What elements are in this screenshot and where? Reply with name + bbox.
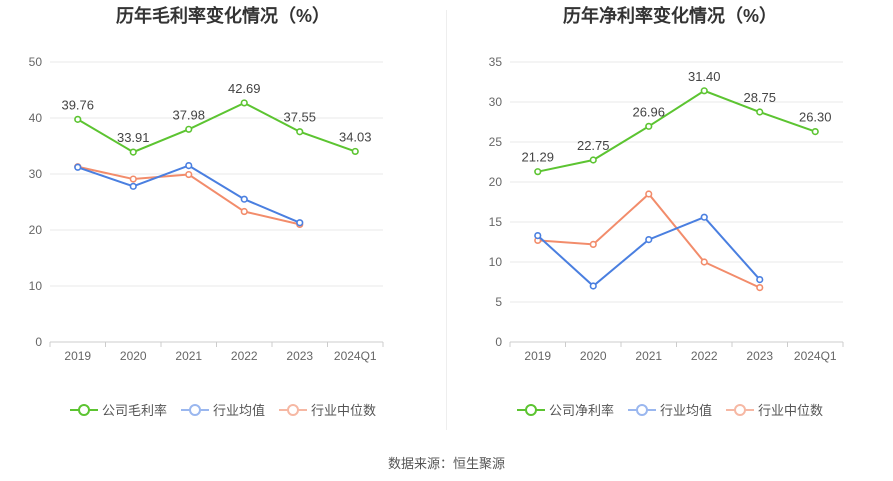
y-tick-label: 20	[29, 223, 43, 237]
x-tick-label: 2019	[64, 349, 91, 363]
series-line	[537, 216, 761, 288]
legend-label: 公司毛利率	[101, 403, 167, 418]
legend-item-company[interactable]: 公司净利率	[516, 400, 614, 419]
x-tick-label: 2020	[120, 349, 147, 363]
data-point	[589, 282, 597, 290]
chart-legend: 公司净利率 行业均值 行业中位数	[447, 400, 893, 419]
x-tick-label: 2020	[580, 349, 607, 363]
legend-swatch-icon	[627, 403, 656, 416]
series-line	[537, 89, 816, 173]
data-point	[756, 108, 764, 116]
data-label: 26.30	[799, 110, 832, 125]
legend-swatch-icon	[726, 403, 754, 416]
y-tick-label: 35	[489, 55, 503, 69]
x-tick-label: 2023	[746, 349, 773, 363]
data-point	[185, 162, 193, 170]
data-point	[645, 190, 653, 198]
chart-legend: 公司毛利率 行业均值 行业中位数	[0, 400, 446, 419]
x-tick-label: 2024Q1	[794, 349, 837, 363]
data-point	[185, 170, 193, 179]
data-point	[645, 122, 653, 130]
data-label: 34.03	[339, 129, 372, 144]
data-point	[756, 276, 764, 284]
y-tick-label: 0	[35, 335, 42, 349]
data-label: 22.75	[577, 138, 610, 153]
y-tick-label: 10	[489, 255, 503, 269]
legend-label: 行业均值	[212, 403, 265, 418]
legend-label: 行业均值	[659, 403, 712, 418]
y-tick-label: 15	[489, 215, 503, 229]
legend-label: 行业中位数	[311, 403, 377, 418]
legend-swatch-icon	[516, 403, 545, 416]
gross-margin-chart: 历年毛利率变化情况（%） 0 10 20 30 40 50 2019 2020 2021 2022…	[0, 0, 446, 440]
data-point	[700, 87, 708, 95]
data-point	[185, 125, 193, 133]
y-tick-label: 0	[495, 335, 502, 349]
legend-item-industry-mean[interactable]: 行业均值	[180, 400, 265, 419]
x-tick-label: 2023	[286, 349, 313, 363]
data-point	[129, 148, 137, 156]
data-point	[811, 128, 819, 136]
data-point	[534, 168, 542, 176]
x-tick-label: 2024Q1	[334, 349, 377, 363]
data-point	[589, 156, 597, 164]
data-label: 21.29	[521, 150, 554, 165]
series-line	[77, 101, 356, 154]
gross-margin-plot: 0 10 20 30 40 50 2019 2020 2021 2022 2023 2024Q1 39.…	[29, 55, 384, 363]
legend-swatch-icon	[69, 403, 98, 416]
legend-item-industry-mean[interactable]: 行业均值	[627, 400, 712, 419]
legend-item-company[interactable]: 公司毛利率	[69, 400, 167, 419]
data-point	[240, 207, 248, 216]
data-point	[74, 163, 82, 171]
data-point	[534, 232, 542, 240]
legend-swatch-icon	[180, 403, 209, 416]
y-tick-label: 20	[489, 175, 503, 189]
legend-label: 公司净利率	[548, 403, 614, 418]
data-label: 26.96	[632, 104, 665, 119]
y-tick-label: 50	[29, 55, 43, 69]
data-point	[589, 240, 597, 248]
x-tick-label: 2021	[175, 349, 202, 363]
data-point	[351, 147, 359, 156]
data-point	[129, 175, 137, 183]
y-tick-label: 25	[489, 135, 503, 149]
data-point	[296, 219, 304, 227]
data-source-note: 数据来源：恒生聚源	[387, 456, 505, 471]
data-label: 37.98	[172, 107, 205, 122]
data-label: 33.91	[117, 130, 150, 145]
x-tick-label: 2019	[524, 349, 551, 363]
legend-label: 行业中位数	[758, 403, 824, 418]
y-tick-label: 40	[29, 111, 43, 125]
data-point	[240, 195, 248, 203]
data-label: 31.40	[688, 69, 721, 84]
chart-title: 历年毛利率变化情况（%）	[115, 6, 330, 26]
chart-title: 历年净利率变化情况（%）	[562, 6, 777, 26]
data-point	[700, 258, 708, 266]
data-label: 39.76	[61, 97, 94, 112]
data-point	[129, 182, 137, 190]
x-tick-label: 2022	[231, 349, 258, 363]
data-point	[240, 99, 248, 107]
data-point	[645, 236, 653, 244]
legend-swatch-icon	[279, 403, 307, 416]
data-label: 42.69	[228, 81, 261, 96]
legend-item-industry-median[interactable]: 行业中位数	[726, 400, 823, 419]
data-point	[700, 213, 708, 221]
panel-divider	[446, 10, 447, 430]
data-point	[296, 128, 304, 136]
y-tick-label: 30	[489, 95, 503, 109]
x-tick-label: 2022	[691, 349, 718, 363]
legend-item-industry-median[interactable]: 行业中位数	[279, 400, 376, 419]
y-tick-label: 30	[29, 167, 43, 181]
x-tick-label: 2021	[635, 349, 662, 363]
net-margin-chart: 历年净利率变化情况（%） 0 5 10 15 20 25 30 35 2019 2020 2021 2…	[447, 0, 893, 440]
y-tick-label: 10	[29, 279, 43, 293]
y-tick-label: 5	[495, 295, 502, 309]
data-point	[74, 115, 82, 123]
data-point	[756, 284, 764, 292]
net-margin-plot: 0 5 10 15 20 25 30 35 2019 2020 2021 2022 2023 2024Q1…	[489, 55, 844, 363]
data-label: 37.55	[283, 110, 316, 125]
data-label: 28.75	[743, 90, 776, 105]
